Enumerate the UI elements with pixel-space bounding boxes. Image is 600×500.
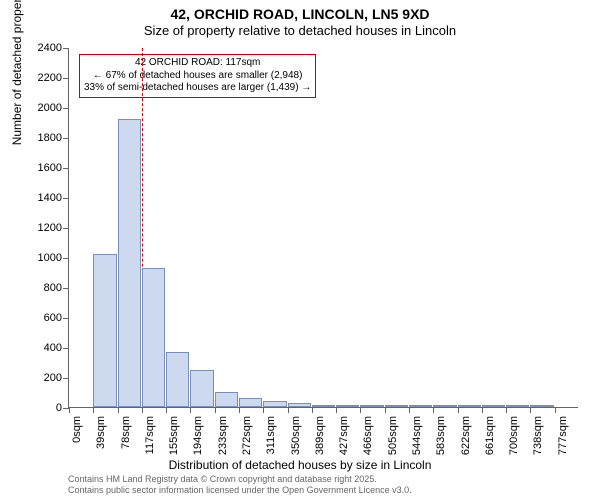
y-tick-label: 0 xyxy=(56,402,62,414)
title-main: 42, ORCHID ROAD, LINCOLN, LN5 9XD xyxy=(0,6,600,22)
y-axis-label: Number of detached properties xyxy=(10,0,24,145)
x-tick xyxy=(482,407,483,413)
y-tick-label: 800 xyxy=(44,282,62,294)
histogram-bar xyxy=(215,392,238,407)
x-tick xyxy=(312,407,313,413)
histogram-bar xyxy=(288,403,311,407)
histogram-bar xyxy=(482,405,505,407)
attribution-line2: Contains public sector information licen… xyxy=(68,485,412,496)
x-tick xyxy=(433,407,434,413)
x-tick xyxy=(360,407,361,413)
x-tick xyxy=(555,407,556,413)
y-tick xyxy=(63,138,69,139)
y-tick-label: 2000 xyxy=(38,102,62,114)
histogram-bar xyxy=(142,268,165,408)
annotation-line1: 42 ORCHID ROAD: 117sqm xyxy=(84,57,311,70)
y-tick-label: 2200 xyxy=(38,72,62,84)
title-sub: Size of property relative to detached ho… xyxy=(0,23,600,38)
histogram-bar xyxy=(239,398,262,407)
y-tick-label: 1400 xyxy=(38,192,62,204)
annotation-callout: 42 ORCHID ROAD: 117sqm ← 67% of detached… xyxy=(79,54,316,98)
histogram-bar xyxy=(530,405,553,407)
x-tick xyxy=(506,407,507,413)
x-tick xyxy=(69,407,70,413)
x-tick xyxy=(190,407,191,413)
histogram-bar xyxy=(506,405,529,407)
histogram-bar xyxy=(93,254,116,407)
x-tick xyxy=(142,407,143,413)
y-tick xyxy=(63,228,69,229)
y-tick-label: 600 xyxy=(44,312,62,324)
histogram-bar xyxy=(409,405,432,407)
y-tick-label: 1000 xyxy=(38,252,62,264)
x-tick xyxy=(93,407,94,413)
y-tick xyxy=(63,78,69,79)
y-tick xyxy=(63,288,69,289)
annotation-line2: ← 67% of detached houses are smaller (2,… xyxy=(84,70,311,83)
x-tick xyxy=(409,407,410,413)
y-tick-label: 400 xyxy=(44,342,62,354)
y-tick-label: 2400 xyxy=(38,42,62,54)
x-tick xyxy=(166,407,167,413)
y-tick-label: 200 xyxy=(44,372,62,384)
y-tick xyxy=(63,348,69,349)
histogram-bar xyxy=(118,119,141,407)
chart-plot-area: 42 ORCHID ROAD: 117sqm ← 67% of detached… xyxy=(68,48,578,408)
attribution-line1: Contains HM Land Registry data © Crown c… xyxy=(68,474,412,485)
histogram-bar xyxy=(166,352,189,408)
x-tick xyxy=(263,407,264,413)
y-tick xyxy=(63,108,69,109)
histogram-bar xyxy=(190,370,213,408)
y-tick-label: 1200 xyxy=(38,222,62,234)
x-tick xyxy=(530,407,531,413)
y-tick xyxy=(63,258,69,259)
x-tick xyxy=(239,407,240,413)
y-tick-label: 1600 xyxy=(38,162,62,174)
x-axis-label: Distribution of detached houses by size … xyxy=(0,458,600,472)
y-tick-label: 1800 xyxy=(38,132,62,144)
y-tick xyxy=(63,378,69,379)
x-tick xyxy=(215,407,216,413)
histogram-bar xyxy=(385,405,408,407)
histogram-bar xyxy=(263,401,286,407)
x-tick xyxy=(458,407,459,413)
histogram-bar xyxy=(336,405,359,407)
attribution-text: Contains HM Land Registry data © Crown c… xyxy=(68,474,412,497)
chart-title-block: 42, ORCHID ROAD, LINCOLN, LN5 9XD Size o… xyxy=(0,0,600,38)
y-tick xyxy=(63,48,69,49)
x-tick xyxy=(118,407,119,413)
x-tick xyxy=(288,407,289,413)
histogram-bar xyxy=(433,405,456,407)
y-tick xyxy=(63,198,69,199)
histogram-bar xyxy=(312,405,335,407)
histogram-bar xyxy=(458,405,481,407)
x-tick xyxy=(336,407,337,413)
y-tick xyxy=(63,168,69,169)
x-tick xyxy=(385,407,386,413)
y-tick xyxy=(63,318,69,319)
annotation-line3: 33% of semi-detached houses are larger (… xyxy=(84,82,311,95)
histogram-bar xyxy=(360,405,383,407)
